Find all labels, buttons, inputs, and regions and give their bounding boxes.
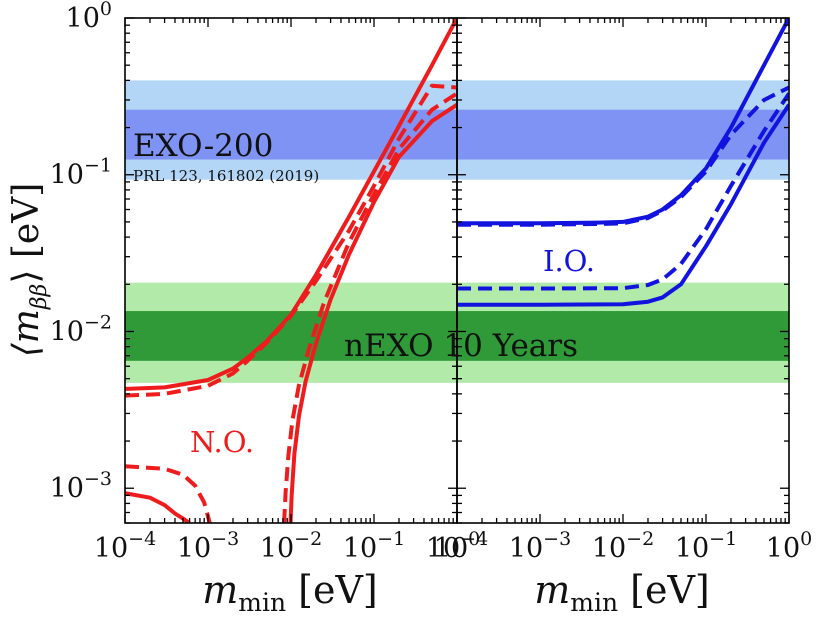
inverted-ordering-curves [457,18,789,307]
curve-no-cancellation-dashed [125,464,212,523]
tick-base: 10 [434,533,468,564]
normal-ordering-curves [125,18,457,523]
tick-exponent: −2 [294,528,322,550]
y-label-open: ⟨m [6,309,47,357]
y-tick-label: 100 [66,0,112,34]
y-tick-label: 10−3 [50,468,112,504]
x-tick-label: 10−1 [343,528,405,564]
x-tick-label: 10−3 [509,528,571,564]
curve-no-upper-dashed [125,83,457,398]
y-label-close: ⟩ [6,270,47,284]
tick-exponent: −1 [377,528,405,550]
exo-200-label: EXO-200 [133,128,273,164]
tick-base: 10 [766,533,800,564]
tick-exponent: −4 [128,528,156,550]
sensitivity-bands-right [457,80,789,383]
curve-io-upper-dashed [457,85,789,227]
tick-base: 10 [426,533,460,564]
curve-io-lower-dashed [457,92,789,291]
x-tick-label: 100 [434,528,480,564]
x-label-base-right: m [534,568,570,612]
tick-exponent: −1 [84,155,112,177]
tick-exponent: 0 [468,528,480,550]
curve-no-cancellation-solid [125,491,191,523]
y-tick-label: 10−1 [50,155,112,191]
tick-base: 10 [50,473,84,504]
curve-io-lower-solid [457,103,789,307]
tick-base: 10 [675,533,709,564]
x-tick-label: 10−2 [592,528,654,564]
x-label-base: m [202,568,238,612]
x-tick-label: 10−2 [260,528,322,564]
band-exo-200-inner [457,109,789,160]
tick-exponent: −4 [460,528,488,550]
x-tick-label: 10−3 [177,528,239,564]
x-label-sub: min [238,588,286,617]
tick-exponent: 0 [100,0,112,20]
tick-base: 10 [509,533,543,564]
normal-ordering-panel [125,18,457,523]
tick-base: 10 [260,533,294,564]
inverted-ordering-label: I.O. [543,244,595,278]
tick-base: 10 [177,533,211,564]
tick-base: 10 [50,316,84,347]
tick-exponent: −2 [84,311,112,333]
tick-exponent: −3 [84,468,112,490]
tick-base: 10 [343,533,377,564]
y-axis-label: ⟨mββ⟩ [eV] [6,183,52,358]
x-tick-label: 10−1 [675,528,737,564]
tick-exponent: −2 [626,528,654,550]
x-tick-label: 10−4 [94,528,156,564]
nexo-label: nEXO 10 Years [344,328,578,364]
curve-io-upper-solid [457,18,789,226]
x-axis-label-right: mmin [eV] [534,568,710,617]
band-nexo-inner [125,311,457,361]
curve-no-lower-dashed [282,91,457,523]
y-label-unit: [eV] [6,183,47,270]
x-tick-label: 10−4 [426,528,488,564]
tick-base: 10 [50,160,84,191]
normal-ordering-label: N.O. [190,425,254,459]
x-label-unit-right: [eV] [618,568,710,612]
exo-200-reference: PRL 123, 161802 (2019) [133,167,319,185]
band-nexo-inner [457,311,789,361]
tick-exponent: −3 [543,528,571,550]
tick-base: 10 [66,3,100,34]
tick-exponent: −3 [211,528,239,550]
x-tick-label: 100 [766,528,812,564]
x-axis-label-left: mmin [eV] [202,568,378,617]
curve-no-lower-solid [288,103,457,523]
x-tick-labels-right: 10−4 10−3 10−2 10−1 100 [426,528,812,564]
axes [124,17,790,524]
tick-exponent: −1 [709,528,737,550]
y-tick-label: 10−2 [50,311,112,347]
x-tick-labels-left: 10−4 10−3 10−2 10−1 100 [94,528,480,564]
tick-base: 10 [94,533,128,564]
inverted-ordering-panel [457,18,789,383]
tick-base: 10 [592,533,626,564]
y-label-sub: ββ [27,284,52,310]
x-label-sub-right: min [570,588,618,617]
x-label-unit: [eV] [286,568,378,612]
tick-exponent: 0 [800,528,812,550]
